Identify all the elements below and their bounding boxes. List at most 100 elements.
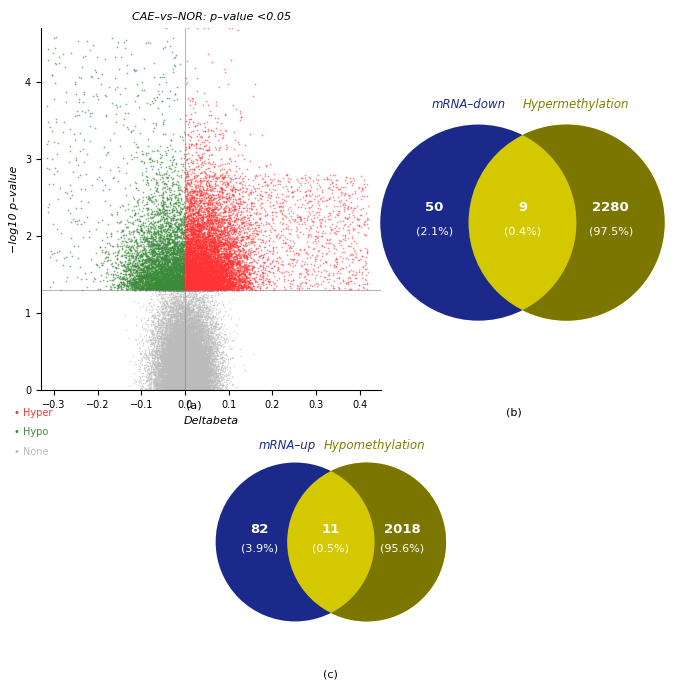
Point <box>183 374 194 385</box>
Point <box>340 232 351 243</box>
Point <box>298 229 309 240</box>
Point <box>176 369 187 380</box>
Point <box>202 273 213 284</box>
Point <box>184 361 195 372</box>
Point <box>183 193 193 204</box>
Point <box>207 337 218 348</box>
Point <box>177 329 188 340</box>
Point <box>190 288 201 299</box>
Point <box>183 360 194 372</box>
Point <box>133 284 144 295</box>
Point <box>168 362 178 374</box>
Point <box>172 269 183 280</box>
Point <box>176 376 187 388</box>
Point <box>186 281 197 292</box>
Point <box>65 145 76 156</box>
Point <box>195 360 206 372</box>
Point <box>244 249 255 260</box>
Point <box>195 372 206 383</box>
Point <box>166 362 177 373</box>
Point <box>165 364 176 375</box>
Point <box>190 273 201 284</box>
Point <box>176 337 187 348</box>
Point <box>183 335 194 346</box>
Point <box>187 365 198 376</box>
Point <box>189 318 200 329</box>
Point <box>193 369 204 381</box>
Point <box>206 279 217 291</box>
Point <box>217 171 227 182</box>
Point <box>207 344 218 355</box>
Point <box>210 264 221 275</box>
Point <box>176 378 187 389</box>
Point <box>178 378 189 389</box>
Point <box>175 321 186 332</box>
Point <box>191 383 202 394</box>
Point <box>171 365 182 376</box>
Point <box>201 344 212 355</box>
Point <box>171 339 182 350</box>
Point <box>140 244 151 255</box>
Point <box>166 247 177 258</box>
Point <box>171 373 182 384</box>
Point <box>140 257 151 268</box>
Point <box>165 284 176 295</box>
Point <box>180 381 191 392</box>
Point <box>187 241 198 252</box>
Point <box>183 328 193 339</box>
Point <box>173 220 184 231</box>
Point <box>147 325 158 337</box>
Point <box>168 380 179 391</box>
Point <box>206 194 217 206</box>
Point <box>164 363 175 374</box>
Point <box>188 327 199 338</box>
Point <box>154 347 165 358</box>
Point <box>229 216 240 227</box>
Point <box>142 372 153 383</box>
Point <box>195 229 206 240</box>
Point <box>198 346 209 357</box>
Point <box>210 254 221 266</box>
Point <box>178 372 189 383</box>
Point <box>174 358 185 369</box>
Point <box>133 266 144 277</box>
Point <box>161 250 172 261</box>
Point <box>168 165 179 176</box>
Point <box>197 333 208 344</box>
Point <box>229 239 240 250</box>
Point <box>160 343 171 354</box>
Point <box>168 349 179 360</box>
Point <box>176 374 187 385</box>
Point <box>173 344 184 355</box>
Point <box>205 349 216 360</box>
Point <box>223 210 234 222</box>
Point <box>156 275 167 286</box>
Point <box>182 241 193 252</box>
Point <box>148 376 159 388</box>
Point <box>219 260 230 271</box>
Point <box>157 236 168 247</box>
Point <box>191 266 202 277</box>
Point <box>164 376 175 387</box>
Point <box>168 256 179 268</box>
Point <box>361 178 372 190</box>
Point <box>201 379 212 390</box>
Point <box>356 273 367 284</box>
Point <box>190 309 201 321</box>
Point <box>180 364 191 375</box>
Point <box>161 330 172 341</box>
Point <box>200 381 210 392</box>
Point <box>130 182 141 193</box>
Point <box>162 259 173 270</box>
Point <box>345 191 356 202</box>
Point <box>190 350 201 361</box>
Point <box>189 380 200 391</box>
Point <box>95 78 106 89</box>
Point <box>189 360 200 371</box>
Point <box>177 331 188 342</box>
Point <box>187 245 197 256</box>
Point <box>193 362 204 374</box>
Point <box>159 259 170 270</box>
Point <box>197 324 208 335</box>
Point <box>223 270 234 281</box>
